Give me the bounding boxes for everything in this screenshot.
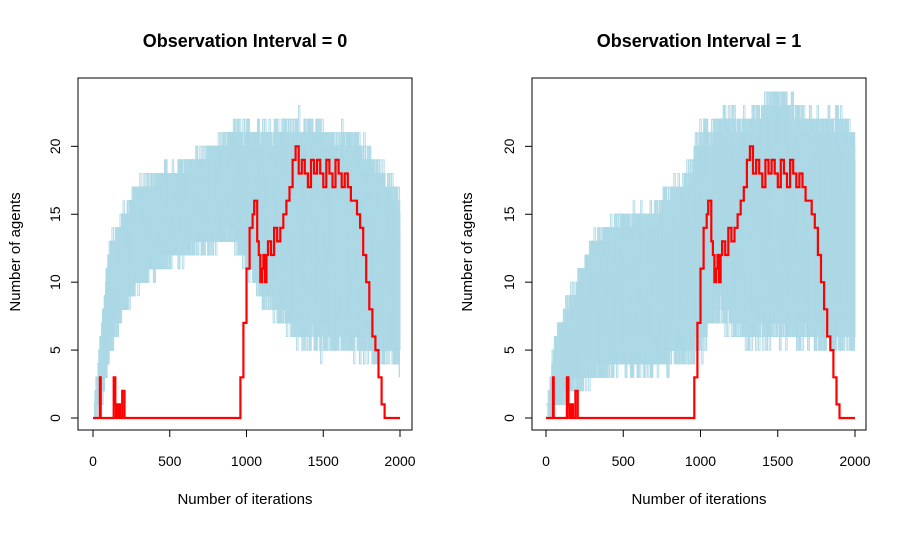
x-tick-label: 1500 bbox=[762, 453, 793, 469]
background-run-line bbox=[552, 105, 855, 405]
x-tick-label: 2000 bbox=[384, 453, 415, 469]
highlight-run bbox=[93, 145, 400, 420]
x-tick-label: 500 bbox=[158, 453, 182, 469]
x-axis-label: Number of iterations bbox=[631, 491, 766, 508]
y-tick-label: 20 bbox=[501, 138, 517, 154]
y-tick-label: 0 bbox=[501, 414, 517, 422]
y-tick-label: 10 bbox=[47, 274, 63, 290]
highlight-run-line bbox=[93, 145, 400, 420]
y-axis-label: Number of agents bbox=[7, 192, 24, 311]
background-run-line bbox=[98, 132, 400, 378]
chart-title: Observation Interval = 0 bbox=[143, 31, 348, 51]
background-run-line bbox=[550, 118, 855, 405]
highlight-run bbox=[546, 145, 855, 420]
x-tick-label: 2000 bbox=[839, 453, 870, 469]
chart-title: Observation Interval = 1 bbox=[597, 31, 802, 51]
x-tick-label: 0 bbox=[542, 453, 550, 469]
panel-observation-interval-0: Observation Interval = 0 Number of itera… bbox=[7, 31, 416, 508]
y-tick-label: 5 bbox=[47, 346, 63, 354]
x-tick-label: 0 bbox=[89, 453, 97, 469]
y-axis: 0 5 10 15 20 bbox=[501, 138, 533, 422]
y-tick-label: 15 bbox=[47, 206, 63, 222]
highlight-run-line bbox=[546, 145, 855, 420]
background-run-line bbox=[101, 132, 400, 392]
y-axis-label: Number of agents bbox=[459, 192, 476, 311]
y-tick-label: 20 bbox=[47, 138, 63, 154]
x-tick-label: 500 bbox=[612, 453, 636, 469]
plot-frame bbox=[77, 77, 413, 431]
plot-frame bbox=[531, 77, 867, 431]
x-tick-label: 1000 bbox=[231, 453, 262, 469]
x-axis-label: Number of iterations bbox=[177, 491, 312, 508]
panel-observation-interval-1: Observation Interval = 1 Number of itera… bbox=[459, 31, 871, 508]
x-tick-label: 1000 bbox=[685, 453, 716, 469]
x-tick-label: 1500 bbox=[308, 453, 339, 469]
y-tick-label: 10 bbox=[501, 274, 517, 290]
y-tick-label: 0 bbox=[47, 414, 63, 422]
y-tick-label: 5 bbox=[501, 346, 517, 354]
y-tick-label: 15 bbox=[501, 206, 517, 222]
